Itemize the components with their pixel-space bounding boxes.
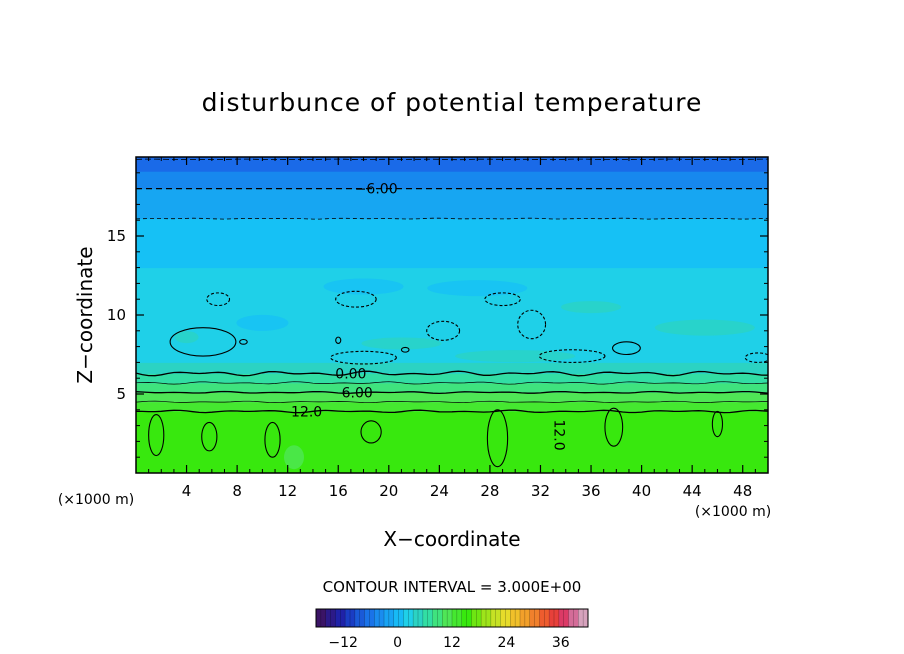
band-5 [136,362,768,374]
contour-blob-13 [517,309,547,340]
contour-blob-15 [538,349,606,363]
contour-blob-12 [484,292,521,307]
x-tick-label-0: 4 [182,482,192,500]
y-axis-ticks: 5 10 15 [107,172,768,458]
x-tick-label-5: 24 [430,482,449,500]
contour-blob-0 [148,413,165,457]
colorbar-frame [315,608,589,628]
contour-blob-18 [400,346,410,353]
contour-blob-17 [335,336,342,344]
patch-3 [427,280,528,297]
contour-blob-3 [360,420,382,444]
x-tick-label-4: 20 [379,482,398,500]
patch-2 [323,278,404,295]
band-1 [136,401,768,412]
contour-label-2: 6.00 [342,385,373,401]
colorbar [315,608,589,628]
contour-blob-8 [611,341,641,356]
contour-line-6 [136,400,768,404]
contour-blob-2 [264,421,281,458]
x-tick-label-2: 12 [278,482,297,500]
band-4 [136,373,768,384]
y-tick-label-2: 15 [107,227,126,245]
colorbar-tick-label-2: 12 [443,635,461,651]
x-axis-ticks: 4 8 12 16 20 24 28 32 36 40 44 48 [148,157,756,500]
contour-line-4 [136,381,768,385]
x-tick-label-10: 44 [683,482,702,500]
patch-5 [654,319,755,336]
contour-line-2 [136,217,768,220]
anomaly-patches [174,278,755,470]
contour-labels: −6.00 0.00 6.00 12.0 12.0 [291,182,566,451]
x-tick-label-9: 40 [632,482,651,500]
colorbar-tick-label-0: −12 [328,635,358,651]
contour-blob-4 [486,409,509,468]
contour-blob-1 [201,421,218,452]
patch-6 [361,337,442,350]
contour-blob-9 [206,292,231,307]
contour-label-4: 12.0 [550,419,566,450]
contour-label-1: 0.00 [335,366,366,382]
patch-4 [561,301,622,314]
colorbar-tick-label-1: 0 [393,635,402,651]
contour-label-3: 12.0 [291,404,322,420]
band-7 [136,218,768,269]
contour-blob-11 [426,320,461,341]
x-tick-label-7: 32 [531,482,550,500]
x-unit-right: (×1000 m) [695,504,771,520]
colorbar-ticks: −12 0 12 24 36 [328,635,569,651]
band-3 [136,382,768,393]
x-axis-label: X−coordinate [383,527,520,551]
x-tick-label-8: 36 [581,482,600,500]
patch-0 [174,331,199,344]
contour-blob-10 [335,290,377,308]
colorbar-tick-label-4: 36 [552,635,570,651]
contour-line-7 [136,409,768,414]
contour-blob-14 [330,350,397,365]
temperature-bands [136,157,768,473]
contour-blob-7 [169,327,237,357]
band-2 [136,392,768,403]
contour-line-3 [136,370,768,377]
contour-label-0: −6.00 [355,182,398,198]
x-tick-label-6: 28 [480,482,499,500]
patch-1 [236,314,289,331]
x-tick-label-3: 16 [329,482,348,500]
contour-blob-16 [744,352,768,363]
band-9 [136,171,768,190]
y-tick-label-0: 5 [116,385,126,403]
contour-line-5 [136,390,768,395]
x-tick-label-1: 8 [232,482,242,500]
x-unit-left: (×1000 m) [58,492,134,508]
contour-lines [136,158,768,468]
contour-interval-text: CONTOUR INTERVAL = 3.000E+00 [323,578,582,596]
band-8 [136,188,768,220]
y-axis-label: Z−coordinate [73,246,97,383]
band-10 [136,157,768,172]
contour-blob-5 [604,407,624,447]
chart-title: disturbunce of potential temperature [202,88,703,117]
y-tick-label-1: 10 [107,306,126,324]
patch-7 [455,350,576,363]
x-tick-label-11: 48 [733,482,752,500]
contour-blob-6 [711,410,724,438]
band-0 [136,411,768,473]
patch-8 [284,445,304,470]
contour-blob-19 [239,338,248,345]
colorbar-tick-label-3: 24 [497,635,515,651]
